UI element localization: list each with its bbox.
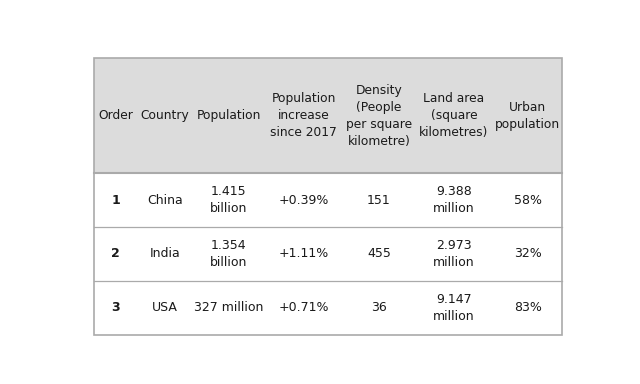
Text: Population
increase
since 2017: Population increase since 2017 <box>271 92 337 139</box>
Bar <box>94 227 562 281</box>
Text: 151: 151 <box>367 194 391 207</box>
Text: Order: Order <box>98 109 133 122</box>
Bar <box>94 281 562 335</box>
Text: China: China <box>147 194 183 207</box>
Text: India: India <box>150 247 180 260</box>
Text: Urban
population: Urban population <box>495 101 560 131</box>
Text: 83%: 83% <box>514 301 541 314</box>
Text: 1.354
billion: 1.354 billion <box>210 239 248 269</box>
Text: +0.71%: +0.71% <box>278 301 329 314</box>
Text: 58%: 58% <box>514 194 541 207</box>
Text: Population: Population <box>196 109 261 122</box>
Bar <box>94 173 562 227</box>
Text: 9.147
million: 9.147 million <box>433 293 475 323</box>
Text: 32%: 32% <box>514 247 541 260</box>
Text: Country: Country <box>141 109 189 122</box>
Text: Land area
(square
kilometres): Land area (square kilometres) <box>419 92 488 139</box>
Text: +1.11%: +1.11% <box>279 247 329 260</box>
Bar <box>94 58 562 173</box>
Text: +0.39%: +0.39% <box>278 194 329 207</box>
Text: USA: USA <box>152 301 178 314</box>
Text: 3: 3 <box>111 301 120 314</box>
Text: 455: 455 <box>367 247 391 260</box>
Text: 9.388
million: 9.388 million <box>433 185 475 215</box>
Text: 327 million: 327 million <box>194 301 264 314</box>
Text: 1.415
billion: 1.415 billion <box>210 185 248 215</box>
Text: Density
(People
per square
kilometre): Density (People per square kilometre) <box>346 84 412 147</box>
Text: 36: 36 <box>371 301 387 314</box>
Text: 2: 2 <box>111 247 120 260</box>
Text: 1: 1 <box>111 194 120 207</box>
Text: 2.973
million: 2.973 million <box>433 239 475 269</box>
